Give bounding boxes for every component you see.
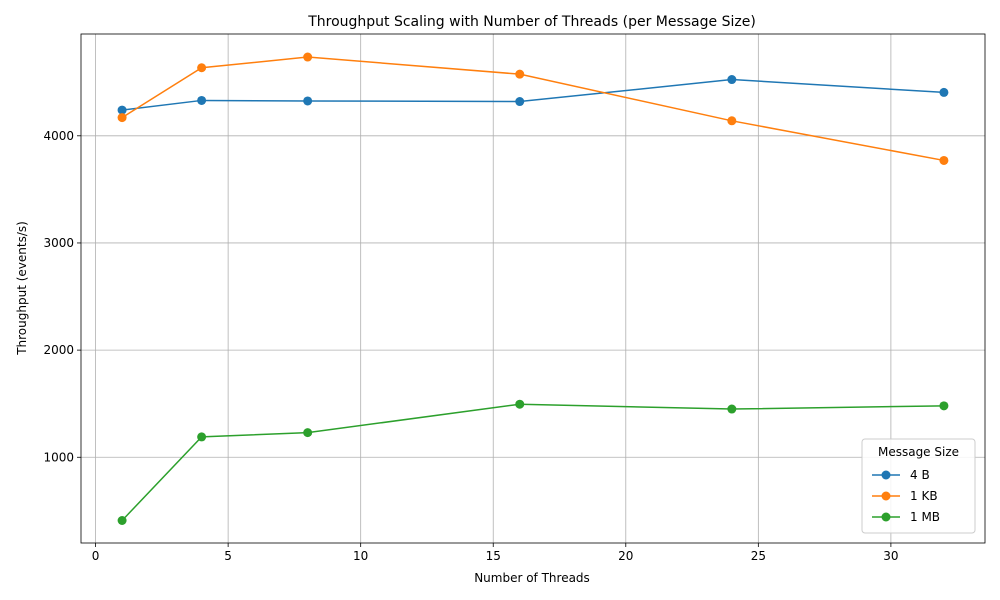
grid-lines bbox=[81, 34, 985, 543]
data-point bbox=[515, 97, 525, 107]
data-point bbox=[727, 75, 737, 85]
series-1 bbox=[117, 52, 949, 165]
series-line bbox=[121, 403, 944, 522]
y-tick-label: 3000 bbox=[43, 236, 74, 250]
legend-box bbox=[861, 438, 976, 534]
data-point bbox=[117, 105, 127, 115]
legend-label: 1 KB bbox=[910, 489, 938, 503]
data-point bbox=[197, 63, 207, 73]
x-tick-label: 15 bbox=[486, 549, 501, 563]
legend-marker bbox=[881, 491, 891, 501]
series-line bbox=[121, 78, 944, 111]
y-axis-title: Throughput (events/s) bbox=[15, 221, 29, 356]
series-layer bbox=[117, 52, 949, 525]
x-tick-label: 10 bbox=[353, 549, 368, 563]
data-point bbox=[303, 52, 313, 62]
data-point bbox=[939, 155, 949, 165]
data-point bbox=[197, 95, 207, 105]
data-point bbox=[303, 428, 313, 438]
legend-marker bbox=[881, 512, 891, 522]
legend-item-1: 1 KB bbox=[872, 489, 938, 503]
data-point bbox=[515, 399, 525, 409]
x-tick-label: 20 bbox=[618, 549, 633, 563]
legend-item-2: 1 MB bbox=[872, 510, 940, 524]
x-tick-label: 25 bbox=[751, 549, 766, 563]
data-point bbox=[117, 515, 127, 525]
x-tick-label: 30 bbox=[883, 549, 898, 563]
series-0 bbox=[117, 75, 949, 115]
data-point bbox=[939, 401, 949, 411]
x-tick-label: 0 bbox=[92, 549, 100, 563]
legend: Message Size 4 B 1 KB 1 MB bbox=[861, 438, 976, 534]
x-axis-title: Number of Threads bbox=[474, 571, 590, 585]
data-point bbox=[939, 87, 949, 97]
x-tick-label: 5 bbox=[224, 549, 232, 563]
y-tick-label: 1000 bbox=[43, 450, 74, 464]
chart-title: Throughput Scaling with Number of Thread… bbox=[307, 14, 756, 30]
data-point bbox=[515, 69, 525, 79]
data-point bbox=[197, 432, 207, 442]
y-tick-label: 4000 bbox=[43, 129, 74, 143]
legend-item-0: 4 B bbox=[872, 468, 930, 482]
data-point bbox=[303, 96, 313, 106]
data-point bbox=[727, 404, 737, 414]
data-point bbox=[117, 113, 127, 123]
data-point bbox=[727, 116, 737, 126]
legend-label: 4 B bbox=[910, 468, 930, 482]
axes: 0 5 10 15 20 25 30 1000 2000 3000 4000 bbox=[43, 33, 986, 563]
y-tick-label: 2000 bbox=[43, 343, 74, 357]
legend-marker bbox=[881, 470, 891, 480]
plot-frame bbox=[80, 33, 986, 544]
legend-title: Message Size bbox=[878, 445, 959, 459]
series-line bbox=[121, 56, 945, 162]
series-2 bbox=[117, 399, 949, 525]
legend-label: 1 MB bbox=[910, 510, 940, 524]
